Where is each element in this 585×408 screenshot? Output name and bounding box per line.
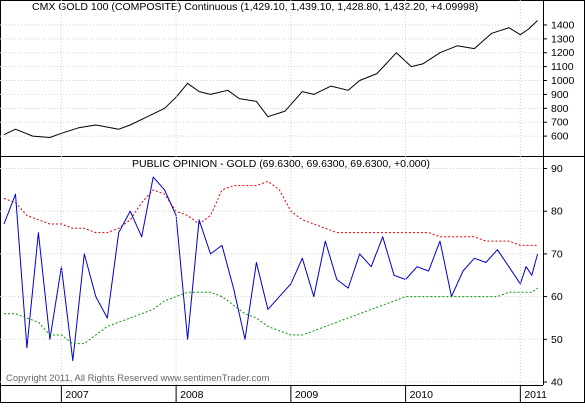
top-panel-tick-label: 1100 xyxy=(551,61,574,73)
bottom-panel-series-upper-band xyxy=(3,180,538,246)
top-panel-tick-label: 700 xyxy=(551,117,569,129)
top-panel-tick-label: 900 xyxy=(551,89,569,101)
top-panel-tick-label: 1400 xyxy=(551,19,575,31)
top-panel-series-line xyxy=(3,20,538,138)
x-tick-label: 2009 xyxy=(295,389,319,401)
top-panel-tick-label: 600 xyxy=(551,131,569,143)
bottom-panel-tick-label: 80 xyxy=(551,206,563,218)
top-panel-tick-label: 1300 xyxy=(551,33,575,45)
bottom-panel-tick-label: 60 xyxy=(551,291,563,303)
bottom-panel-tick-label: 50 xyxy=(551,334,563,346)
top-panel-tick-label: 800 xyxy=(551,103,569,115)
top-panel-title: CMX GOLD 100 (COMPOSITE) Continuous (1,4… xyxy=(32,1,478,13)
bottom-panel-tick-label: 90 xyxy=(551,163,563,175)
bottom-panel-series-lower-band xyxy=(4,287,538,345)
top-panel-tick-label: 1200 xyxy=(551,47,575,59)
bottom-panel-series-public-opinion xyxy=(3,176,539,362)
x-tick-label: 2007 xyxy=(65,389,89,401)
x-tick-label: 2011 xyxy=(524,389,547,401)
bottom-panel-title: PUBLIC OPINION - GOLD (69.6300, 69.6300,… xyxy=(132,158,430,170)
copyright-text: Copyright 2011, All Rights Reserved www.… xyxy=(6,373,270,384)
bottom-panel-tick-label: 40 xyxy=(551,377,563,389)
x-tick-label: 2008 xyxy=(180,389,204,401)
bottom-panel-tick-label: 70 xyxy=(551,248,563,260)
top-panel-tick-label: 1000 xyxy=(551,75,575,87)
x-tick-label: 2010 xyxy=(410,389,434,401)
